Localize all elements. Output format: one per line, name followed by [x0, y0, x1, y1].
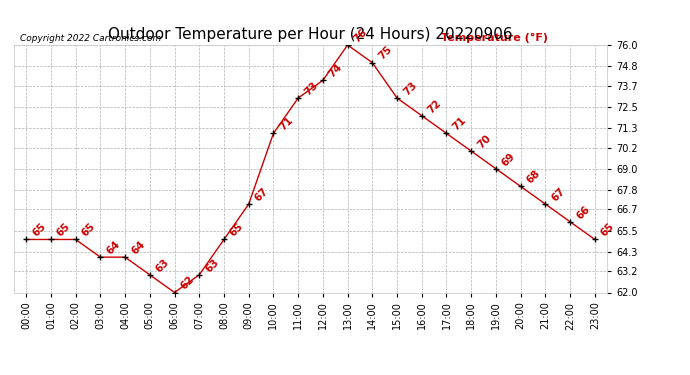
Text: 63: 63 [204, 257, 221, 274]
Text: 75: 75 [377, 45, 394, 62]
Text: 65: 65 [55, 221, 72, 238]
Title: Outdoor Temperature per Hour (24 Hours) 20220906: Outdoor Temperature per Hour (24 Hours) … [108, 27, 513, 42]
Text: Temperature (°F): Temperature (°F) [441, 33, 548, 42]
Text: 63: 63 [154, 257, 171, 274]
Text: 69: 69 [500, 151, 518, 168]
Text: 76: 76 [352, 27, 369, 44]
Text: 65: 65 [228, 221, 246, 238]
Text: 72: 72 [426, 98, 444, 115]
Text: 65: 65 [30, 221, 48, 238]
Text: 67: 67 [253, 186, 270, 203]
Text: 73: 73 [302, 80, 319, 97]
Text: 68: 68 [525, 168, 542, 186]
Text: 62: 62 [179, 274, 196, 292]
Text: 74: 74 [327, 62, 344, 80]
Text: 71: 71 [451, 115, 468, 133]
Text: 71: 71 [277, 115, 295, 133]
Text: 64: 64 [104, 239, 122, 256]
Text: 65: 65 [80, 221, 97, 238]
Text: 66: 66 [574, 204, 591, 221]
Text: 64: 64 [129, 239, 147, 256]
Text: Copyright 2022 Cartronics.com: Copyright 2022 Cartronics.com [20, 33, 161, 42]
Text: 67: 67 [549, 186, 567, 203]
Text: 70: 70 [475, 133, 493, 150]
Text: 65: 65 [599, 221, 616, 238]
Text: 73: 73 [401, 80, 419, 97]
